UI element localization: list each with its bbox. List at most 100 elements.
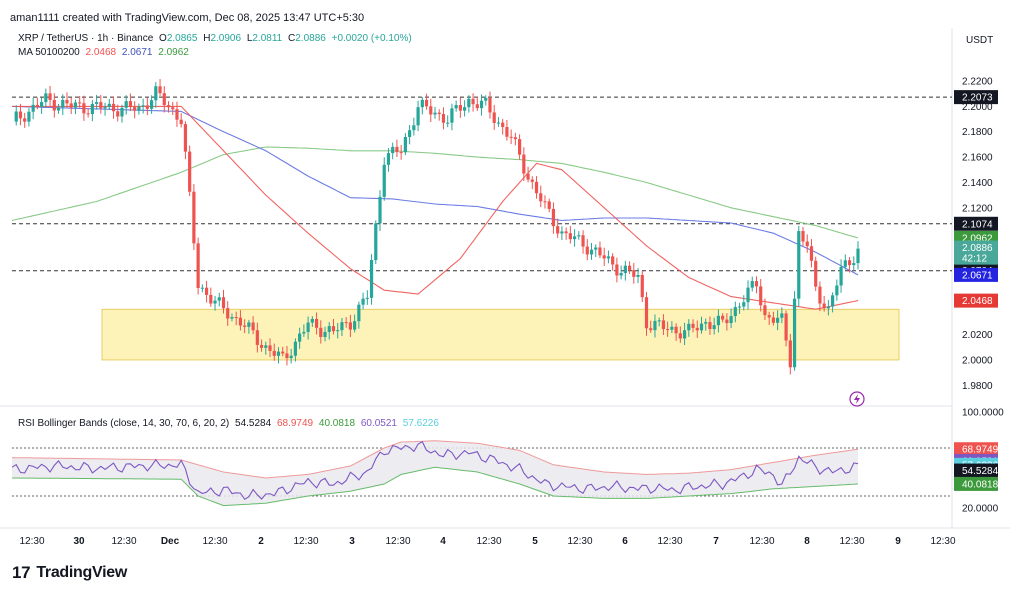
rsi-basis-value: 57.6226 xyxy=(402,418,439,429)
candle-body xyxy=(314,318,319,328)
candle-body xyxy=(310,318,314,323)
candle-body xyxy=(560,231,564,234)
candle-body xyxy=(737,306,742,308)
candle-body xyxy=(708,322,712,330)
candle-body xyxy=(357,304,361,322)
candle-body xyxy=(365,297,369,299)
symbol-label: XRP / TetherUS · 1h · Binance xyxy=(18,33,154,44)
candle-body xyxy=(166,105,171,108)
time-tick: 4 xyxy=(440,536,446,547)
candle-body xyxy=(251,322,255,331)
close-value: 2.0886 xyxy=(295,33,326,44)
candle-body xyxy=(522,154,526,174)
candle-body xyxy=(729,316,733,324)
time-tick: 5 xyxy=(532,536,538,547)
candle-body xyxy=(847,260,852,266)
candle-body xyxy=(539,193,543,202)
candle-body xyxy=(344,322,348,324)
candle-body xyxy=(340,322,344,331)
candle-body xyxy=(534,181,539,194)
candle-body xyxy=(86,113,90,115)
candle-body xyxy=(99,102,103,109)
candle-body xyxy=(822,303,826,309)
candle-body xyxy=(230,317,234,319)
candle-body xyxy=(412,125,416,131)
rsi-value: 54.5284 xyxy=(235,418,272,429)
candle-body xyxy=(162,93,166,106)
candle-body xyxy=(276,351,281,356)
time-tick: 30 xyxy=(73,536,85,547)
candle-body xyxy=(416,107,420,126)
candle-body xyxy=(788,340,792,368)
candle-body xyxy=(784,313,788,341)
candle-body xyxy=(547,201,551,209)
rsi-ma-value: 60.0521 xyxy=(360,418,397,429)
candle-body xyxy=(572,236,577,240)
rsi-value-label: 40.0818 xyxy=(962,479,999,490)
candle-body xyxy=(577,235,581,237)
candle-body xyxy=(382,164,386,197)
candle-body xyxy=(826,306,830,309)
time-tick: 12:30 xyxy=(19,536,44,547)
candle-body xyxy=(754,281,759,287)
candle-body xyxy=(399,152,403,154)
price-label: 2.0962 xyxy=(962,233,993,244)
candle-body xyxy=(585,246,589,255)
price-tick: 2.2000 xyxy=(962,102,993,113)
candle-body xyxy=(149,100,154,109)
candle-body xyxy=(733,307,737,317)
price-label: 2.0671 xyxy=(962,270,993,281)
level-label: 2.1074 xyxy=(962,219,993,230)
candle-body xyxy=(636,274,640,277)
close-label: C xyxy=(288,33,296,44)
candle-body xyxy=(818,286,822,304)
candle-body xyxy=(623,265,627,273)
candle-body xyxy=(843,260,847,267)
candle-body xyxy=(792,298,797,368)
candle-body xyxy=(513,137,517,140)
ma100-line xyxy=(11,105,859,276)
ma50-value: 2.0468 xyxy=(85,47,117,58)
candle-body xyxy=(289,355,293,359)
candle-body xyxy=(31,104,35,112)
candle-body xyxy=(18,111,23,119)
low-label: L xyxy=(246,33,253,44)
time-tick: 12:30 xyxy=(202,536,227,547)
rsi-line xyxy=(11,440,859,501)
candle-body xyxy=(424,99,429,107)
price-tick: 2.1400 xyxy=(962,178,993,189)
rsi-value-box xyxy=(954,476,998,491)
level-label-box xyxy=(954,216,998,231)
candle-body xyxy=(145,105,149,109)
candle-body xyxy=(716,315,721,326)
candle-body xyxy=(243,325,247,327)
candle-body xyxy=(518,139,522,155)
candle-body xyxy=(797,231,801,299)
candle-body xyxy=(69,103,73,108)
time-tick: 8 xyxy=(804,536,810,547)
candle-body xyxy=(353,321,357,330)
candle-body xyxy=(336,330,340,332)
candle-body xyxy=(259,344,264,348)
candle-body xyxy=(746,287,750,303)
candle-body xyxy=(475,104,479,109)
candle-body xyxy=(103,106,107,109)
candle-body xyxy=(361,298,365,305)
price-tick: 1.9800 xyxy=(962,381,993,392)
candle-body xyxy=(695,327,699,331)
candle-body xyxy=(196,243,200,288)
header-attribution: aman1111 created with TradingView.com, D… xyxy=(10,12,365,24)
candle-body xyxy=(678,333,682,339)
candle-body xyxy=(82,103,86,114)
candle-body xyxy=(564,231,568,234)
ma200-line xyxy=(11,146,859,239)
footer-brand[interactable]: 17 TradingView xyxy=(12,563,127,583)
candle-body xyxy=(111,103,116,112)
candle-body xyxy=(501,122,505,128)
candle-body xyxy=(408,130,412,137)
candle-body xyxy=(712,325,716,330)
candle-body xyxy=(653,320,657,331)
time-tick: 6 xyxy=(622,536,628,547)
candle-body xyxy=(302,331,306,334)
